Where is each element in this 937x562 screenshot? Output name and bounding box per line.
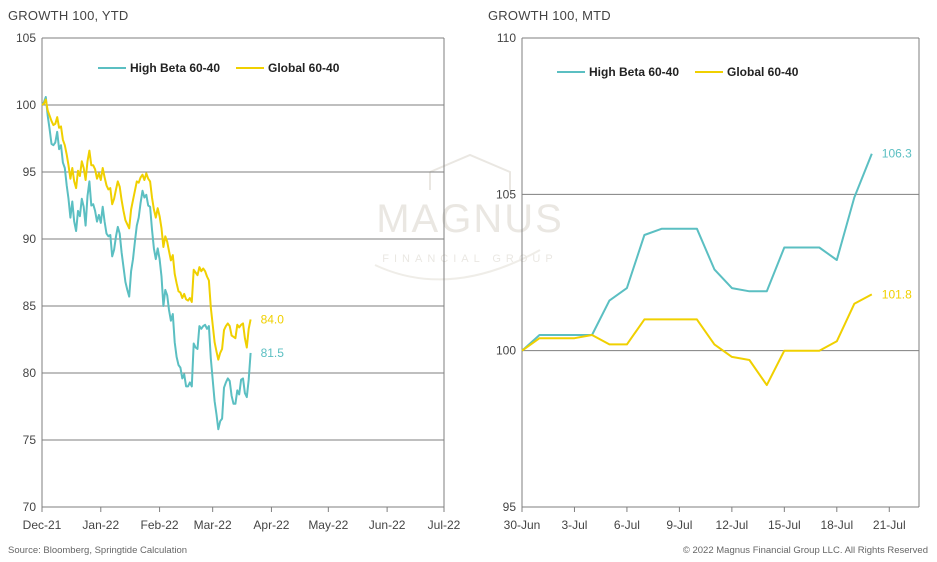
y-tick-label: 100 xyxy=(496,344,516,358)
series-line-high-beta xyxy=(521,153,873,352)
series-end-label: 81.5 xyxy=(261,346,285,360)
y-tick-label: 90 xyxy=(23,232,37,246)
right-chart-title: GROWTH 100, MTD xyxy=(488,8,611,23)
x-tick-label: 9-Jul xyxy=(666,518,692,532)
x-tick-label: Feb-22 xyxy=(141,518,179,532)
watermark-text-sub: FINANCIAL GROUP xyxy=(382,253,557,265)
x-tick-label: Dec-21 xyxy=(23,518,62,532)
left-chart-title: GROWTH 100, YTD xyxy=(8,8,129,23)
y-tick-label: 100 xyxy=(16,98,36,112)
source-footnote: Source: Bloomberg, Springtide Calculatio… xyxy=(8,545,188,556)
legend-label: Global 60-40 xyxy=(268,61,340,75)
y-tick-label: 75 xyxy=(23,433,37,447)
x-tick-label: 21-Jul xyxy=(873,518,906,532)
series-line-high-beta xyxy=(41,96,252,431)
x-tick-label: Jul-22 xyxy=(428,518,461,532)
x-tick-label: Mar-22 xyxy=(194,518,232,532)
series-end-label: 101.8 xyxy=(882,287,912,301)
series-end-label: 106.3 xyxy=(882,147,912,161)
x-tick-label: Apr-22 xyxy=(253,518,289,532)
y-tick-label: 70 xyxy=(23,500,37,514)
right-chart: 95 100 105 110 30-Jun 3-Jul 6-Jul 9-Jul 12-Jul 15… xyxy=(496,31,920,532)
watermark-text-main: MAGNUS xyxy=(376,197,564,241)
copyright-footnote: © 2022 Magnus Financial Group LLC. All R… xyxy=(682,545,928,556)
y-tick-label: 110 xyxy=(497,31,516,45)
left-chart: 70 75 80 85 90 95 100 105 Dec-21 Jan-22 Feb-22 Mar-… xyxy=(16,31,461,532)
y-tick-label: 80 xyxy=(23,366,37,380)
x-tick-label: 18-Jul xyxy=(820,518,853,532)
x-tick-label: May-22 xyxy=(308,518,348,532)
y-tick-label: 95 xyxy=(23,165,37,179)
watermark: MAGNUS FINANCIAL GROUP xyxy=(374,153,564,281)
legend-label: High Beta 60-40 xyxy=(130,61,220,75)
y-tick-label: 105 xyxy=(496,187,516,201)
y-tick-label: 105 xyxy=(16,31,36,45)
x-tick-label: Jun-22 xyxy=(369,518,406,532)
x-tick-label: Jan-22 xyxy=(82,518,119,532)
legend-label: High Beta 60-40 xyxy=(589,65,679,79)
x-tick-label: 15-Jul xyxy=(768,518,801,532)
legend-label: Global 60-40 xyxy=(727,65,799,79)
y-tick-label: 85 xyxy=(23,299,37,313)
series-end-label: 84.0 xyxy=(261,312,285,326)
watermark-shield-icon xyxy=(429,153,511,190)
x-tick-label: 3-Jul xyxy=(561,518,587,532)
x-tick-label: 30-Jun xyxy=(504,518,541,532)
x-tick-label: 6-Jul xyxy=(614,518,640,532)
series-line-global xyxy=(41,98,252,361)
x-tick-label: 12-Jul xyxy=(716,518,749,532)
series-line-global xyxy=(521,293,873,387)
y-tick-label: 95 xyxy=(503,500,517,514)
watermark-swoosh-icon xyxy=(374,249,541,281)
